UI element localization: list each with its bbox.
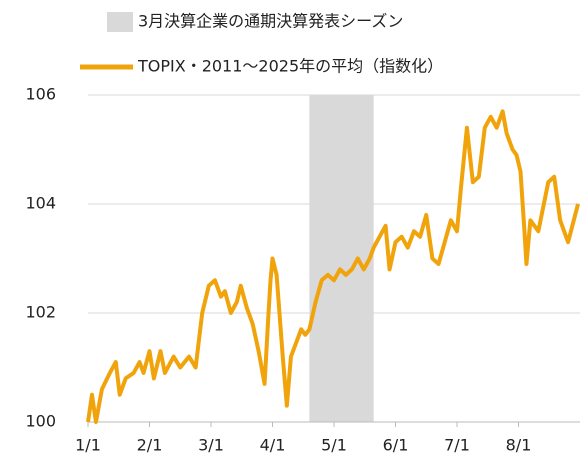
- x-tick-label: 7/1: [444, 436, 470, 455]
- x-tick-label: 6/1: [383, 436, 409, 455]
- y-tick-label: 106: [25, 85, 56, 104]
- x-tick-label: 8/1: [506, 436, 532, 455]
- series-line: [86, 109, 580, 424]
- x-tick-label: 4/1: [260, 436, 286, 455]
- x-tick-label: 3/1: [198, 436, 224, 455]
- y-tick-label: 100: [25, 412, 56, 431]
- x-tick-label: 1/1: [75, 436, 101, 455]
- legend-shade-swatch: [107, 12, 133, 32]
- y-tick-label: 102: [25, 303, 56, 322]
- shade-region: [309, 95, 374, 422]
- x-tick-label: 2/1: [137, 436, 163, 455]
- legend-shade-label: 3月決算企業の通期決算発表シーズン: [138, 12, 403, 31]
- legend-line-label: TOPIX・2011～2025年の平均（指数化）: [137, 57, 443, 76]
- x-tick-label: 5/1: [321, 436, 347, 455]
- y-tick-label: 104: [25, 194, 56, 213]
